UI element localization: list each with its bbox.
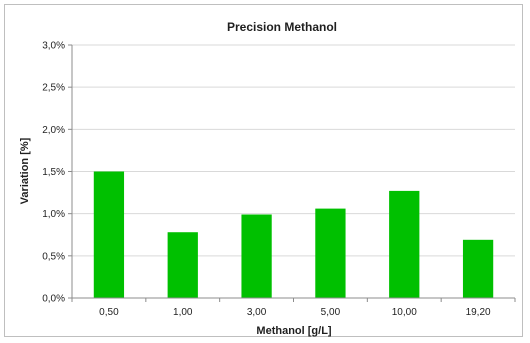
bar-19,20	[462, 239, 494, 298]
y-tick-label: 0,5%	[42, 251, 65, 262]
y-tick-label: 1,0%	[42, 209, 65, 220]
y-tick-label: 3,0%	[42, 41, 65, 52]
bar-0,50	[93, 171, 125, 298]
x-tick-label: 5,00	[321, 307, 341, 318]
bars	[93, 171, 494, 298]
x-tick-label: 19,20	[466, 307, 491, 318]
y-tick-label: 2,5%	[42, 83, 65, 94]
bar-5,00	[315, 208, 346, 298]
y-tick-label: 0,0%	[42, 294, 65, 305]
bar-10,00	[389, 190, 420, 298]
x-axis-title: Methanol [g/L]	[256, 325, 331, 337]
chart-title: Precision Methanol	[227, 20, 337, 34]
x-tick-label: 1,00	[173, 307, 193, 318]
y-tick-label: 2,0%	[42, 125, 65, 136]
x-tick-label: 3,00	[247, 307, 267, 318]
y-tick-label: 1,5%	[42, 167, 65, 178]
x-tick-label: 10,00	[392, 307, 417, 318]
y-axis-title: Variation [%]	[19, 137, 31, 204]
x-tick-labels: 0,50 1,00 3,00 5,00 10,00 19,20	[71, 298, 516, 318]
x-tick-label: 0,50	[99, 307, 119, 318]
gridlines	[68, 44, 515, 299]
bar-1,00	[167, 232, 198, 298]
bar-3,00	[241, 214, 272, 298]
y-tick-labels: 0,0% 0,5% 1,0% 1,5% 2,0% 2,5% 3,0%	[42, 41, 65, 305]
